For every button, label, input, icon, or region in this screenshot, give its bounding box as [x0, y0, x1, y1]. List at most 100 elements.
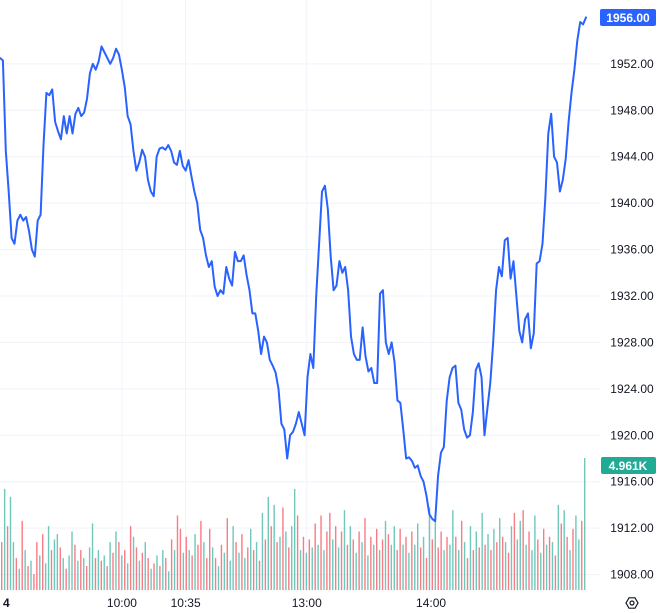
volume-bar	[244, 558, 246, 590]
volume-bar	[293, 488, 296, 590]
volume-bar	[458, 550, 460, 590]
volume-bar	[71, 531, 73, 590]
volume-bar	[551, 542, 554, 590]
volume-bar	[238, 552, 240, 590]
y-tick-label: 1928.00	[610, 335, 654, 349]
volume-bar	[9, 496, 12, 590]
settings-icon[interactable]	[625, 597, 639, 609]
volume-bar	[118, 542, 120, 590]
volume-bar	[223, 552, 226, 590]
time-axis[interactable]: 4 10:00 10:35 13:00 14:00	[3, 596, 446, 610]
volume-bar	[165, 558, 167, 590]
volume-bar	[367, 555, 369, 590]
volume-bar	[162, 550, 164, 590]
volume-bar	[581, 520, 583, 590]
volume-bar	[402, 544, 404, 590]
x-tick-label: 4	[3, 596, 10, 610]
volume-bar	[437, 547, 439, 590]
volume-bar	[197, 544, 199, 590]
volume-bar	[91, 523, 94, 590]
volume-bar	[141, 552, 144, 590]
volume-bar	[282, 507, 284, 590]
grid	[0, 0, 600, 592]
volume-bar	[159, 566, 161, 590]
volume-bar	[370, 536, 372, 590]
volume-bar	[578, 539, 580, 590]
volume-bar	[317, 544, 319, 590]
volume-bar	[296, 515, 299, 590]
volume-bar	[425, 558, 428, 590]
volume-bar	[332, 539, 334, 590]
volume-bar	[299, 550, 302, 590]
volume-bar	[65, 568, 67, 590]
volume-bar	[393, 526, 395, 590]
volume-bar	[273, 504, 275, 590]
volume-bar	[39, 555, 41, 590]
last-price-label: 1956.00	[606, 11, 650, 25]
volume-bar	[129, 526, 132, 590]
volume-bar	[525, 544, 527, 590]
volume-bar	[185, 536, 187, 590]
volume-bar	[3, 488, 6, 590]
volume-bar	[542, 528, 545, 590]
volume-bar	[267, 496, 269, 590]
volume-bar	[493, 528, 495, 590]
volume-bar	[566, 536, 568, 590]
volume-bar	[519, 520, 521, 590]
volume-bar	[417, 523, 419, 590]
volume-bar	[83, 558, 85, 590]
volume-bar	[419, 547, 422, 590]
volume-bar	[147, 558, 149, 590]
volume-bar	[516, 539, 519, 590]
last-volume-label: 4.961K	[609, 459, 648, 473]
volume-bar	[434, 515, 436, 590]
volume-bar	[329, 512, 331, 590]
volume-bar	[173, 550, 176, 590]
volume-bar	[346, 544, 349, 590]
last-price-badge: 1956.00	[600, 9, 656, 26]
volume-bar	[422, 536, 425, 590]
volume-bar	[378, 550, 381, 590]
volume-bar	[405, 536, 407, 590]
volume-bar	[569, 550, 571, 590]
volume-bar	[241, 534, 243, 590]
volume-bar	[53, 539, 56, 590]
price-axis[interactable]: 1952.00 1948.00 1944.00 1940.00 1936.00 1932.…	[610, 57, 654, 582]
volume-bar	[56, 534, 59, 590]
volume-bar	[355, 552, 357, 590]
volume-bar	[226, 518, 228, 590]
volume-bar	[144, 542, 146, 590]
volume-bar	[209, 528, 211, 590]
volume-bar	[232, 526, 234, 590]
volume-bar	[361, 542, 363, 590]
volume-bar	[200, 520, 202, 590]
volume-bar	[513, 512, 516, 590]
volume-bar	[560, 523, 562, 590]
volume-bar	[270, 526, 272, 590]
volume-bar	[364, 518, 366, 590]
volume-bar	[112, 552, 114, 590]
volume-bar	[563, 510, 565, 590]
volume-bar	[337, 547, 340, 590]
volume-bar	[30, 560, 32, 590]
volume-bar	[18, 568, 20, 590]
volume-bar	[235, 542, 237, 590]
volume-bar	[431, 539, 434, 590]
volume-bar	[106, 566, 108, 590]
volume-bar	[255, 542, 258, 590]
volume-bar	[390, 544, 393, 590]
volume-bar	[47, 526, 50, 590]
y-tick-label: 1924.00	[610, 382, 654, 396]
volume-bar	[540, 552, 542, 590]
volume-bar	[103, 555, 105, 590]
volume-bar	[15, 558, 18, 590]
volume-bar	[487, 534, 489, 590]
volume-bar	[463, 542, 466, 590]
volume-bar	[153, 563, 155, 590]
volume-bar	[77, 560, 79, 590]
volume-bar	[229, 560, 231, 590]
volume-bar	[176, 515, 179, 590]
y-tick-label: 1932.00	[610, 289, 654, 303]
volume-bar	[121, 555, 123, 590]
